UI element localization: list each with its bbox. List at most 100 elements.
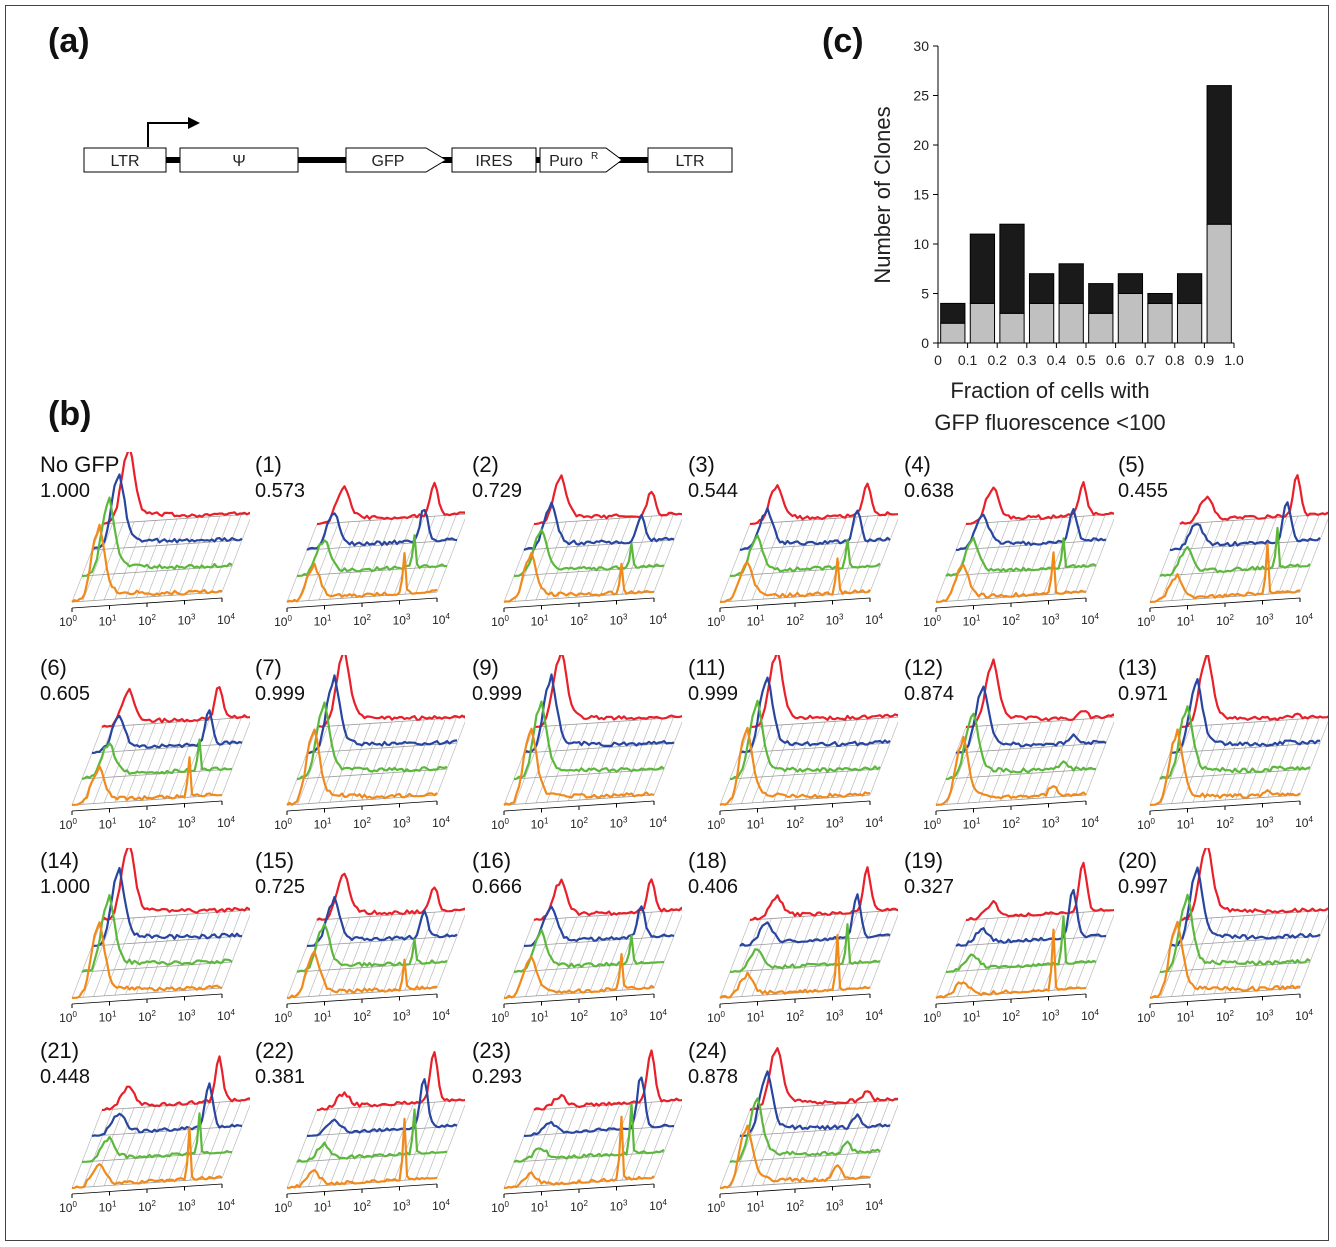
floor-grid-line [1181,724,1213,803]
floor-grid-line [1246,913,1277,992]
histogram-trace [533,474,682,526]
baseline-rail [503,1177,655,1189]
bar-segment-lower [969,302,996,344]
histogram-trace [1179,655,1328,729]
clone-fraction-value: 0.666 [472,876,523,898]
histogram-panel: (13) 0.971 100 101 102 103 104 [1118,655,1328,850]
clone-fraction-value: 0.729 [472,480,523,502]
floor-grid-line [114,1107,146,1186]
clone-fraction-value: 1.000 [40,480,91,502]
floor-grid-line [1032,517,1063,596]
floor-grid-line [719,1109,751,1189]
clone-id-label: (18) [688,848,728,873]
histogram-trace [1169,501,1321,552]
x-tick-label: 0.3 [1017,352,1037,368]
floor-grid-line [773,520,804,599]
bar-segment-lower [1176,302,1203,344]
floor-grid-line [297,726,329,805]
floor-grid-line [189,912,221,991]
floor-grid-line [589,721,621,800]
floor-grid-line [415,1101,446,1180]
floor-grid-line [557,723,588,802]
x-tick-label: 101 [314,1010,332,1025]
clone-fraction-value: 0.381 [255,1066,306,1088]
floor-grid-line [589,518,621,597]
histogram-panel: (6) 0.605 100 101 102 103 104 [40,655,250,850]
floor-grid-line [1278,718,1309,797]
y-tick-label: 10 [913,236,929,252]
histogram-plot: 100 101 102 103 104 [274,481,465,629]
bar-segment-lower [999,312,1025,344]
clone-id-label: (15) [255,848,295,873]
floor-grid-line [978,724,1010,803]
floor-grid-line [578,1104,610,1184]
histogram-trace [71,756,223,807]
floor-grid-line [805,914,837,993]
histogram-trace [101,452,250,526]
x-tick-label: 104 [432,1008,450,1023]
floor-grid-line [642,717,674,796]
baseline-rail [1149,987,1301,999]
floor-grid-line [567,722,599,801]
floor-grid-line [1010,914,1042,994]
bar-segment-upper [999,223,1025,314]
y-axis-label: Number of Clones [870,106,895,283]
floor-grid-line [361,721,393,801]
histogram-panel: (11) 0.999 100 101 102 103 104 [688,655,898,850]
histogram-panel: (5) 0.455 100 101 102 103 104 [1118,452,1328,647]
x-tick-label: 104 [1081,1008,1099,1023]
x-tick-label: 104 [649,1008,667,1023]
puro-label: Puro [549,153,583,170]
floor-grid-line [1246,720,1277,799]
histogram-trace [316,655,465,729]
histogram-trace [316,1051,465,1112]
histogram-trace [955,888,1107,947]
x-tick-label: 103 [393,1199,411,1214]
floor-grid-line [189,516,221,595]
y-tick-label: 5 [921,286,929,302]
x-tick-label: 103 [393,1009,411,1024]
clone-id-label: (21) [40,1038,80,1063]
x-tick-label: 100 [491,817,509,832]
bar-segment-upper [1117,273,1144,294]
histogram-trace [729,534,881,578]
floor-grid-line [773,916,804,995]
x-tick-label: 104 [1295,1008,1313,1023]
clone-fraction-value: 0.999 [472,683,523,705]
floor-grid-line [221,1104,250,1179]
baseline-rail [91,1125,243,1137]
floor-grid-line [1032,913,1063,992]
floor-grid-line [82,523,114,602]
clone-id-label: (5) [1118,452,1145,477]
baseline-rail [101,909,250,921]
histogram-trace [955,508,1107,552]
histogram-trace [316,872,465,921]
x-tick-label: 0 [934,352,942,368]
floor-grid-line [1299,721,1328,796]
floor-grid-line [178,912,210,991]
x-tick-label: 100 [491,614,509,629]
floor-grid-line [967,724,999,803]
floor-grid-line [1299,914,1328,989]
x-tick-label: 104 [432,612,450,627]
x-tick-label: 104 [1295,612,1313,627]
floor-grid-line [135,915,167,994]
floor-grid-line [383,913,414,992]
x-tick-label: 102 [138,613,156,628]
clone-id-label: (2) [472,452,499,477]
floor-grid-line [578,518,610,598]
ltr-left-label: LTR [110,153,139,170]
floor-grid-line [514,726,546,805]
floor-grid-line [826,912,858,991]
histogram-plot: 100 101 102 103 104 [491,878,682,1025]
clone-id-label: (3) [688,452,715,477]
floor-grid-line [329,1107,361,1186]
floor-grid-line [1203,723,1234,802]
floor-grid-line [157,721,189,800]
histogram-trace [1149,728,1301,807]
floor-grid-line [503,523,535,603]
floor-grid-line [978,521,1010,600]
baseline-rail [523,742,675,754]
floor-grid-line [1064,911,1095,990]
histogram-trace [739,893,891,947]
